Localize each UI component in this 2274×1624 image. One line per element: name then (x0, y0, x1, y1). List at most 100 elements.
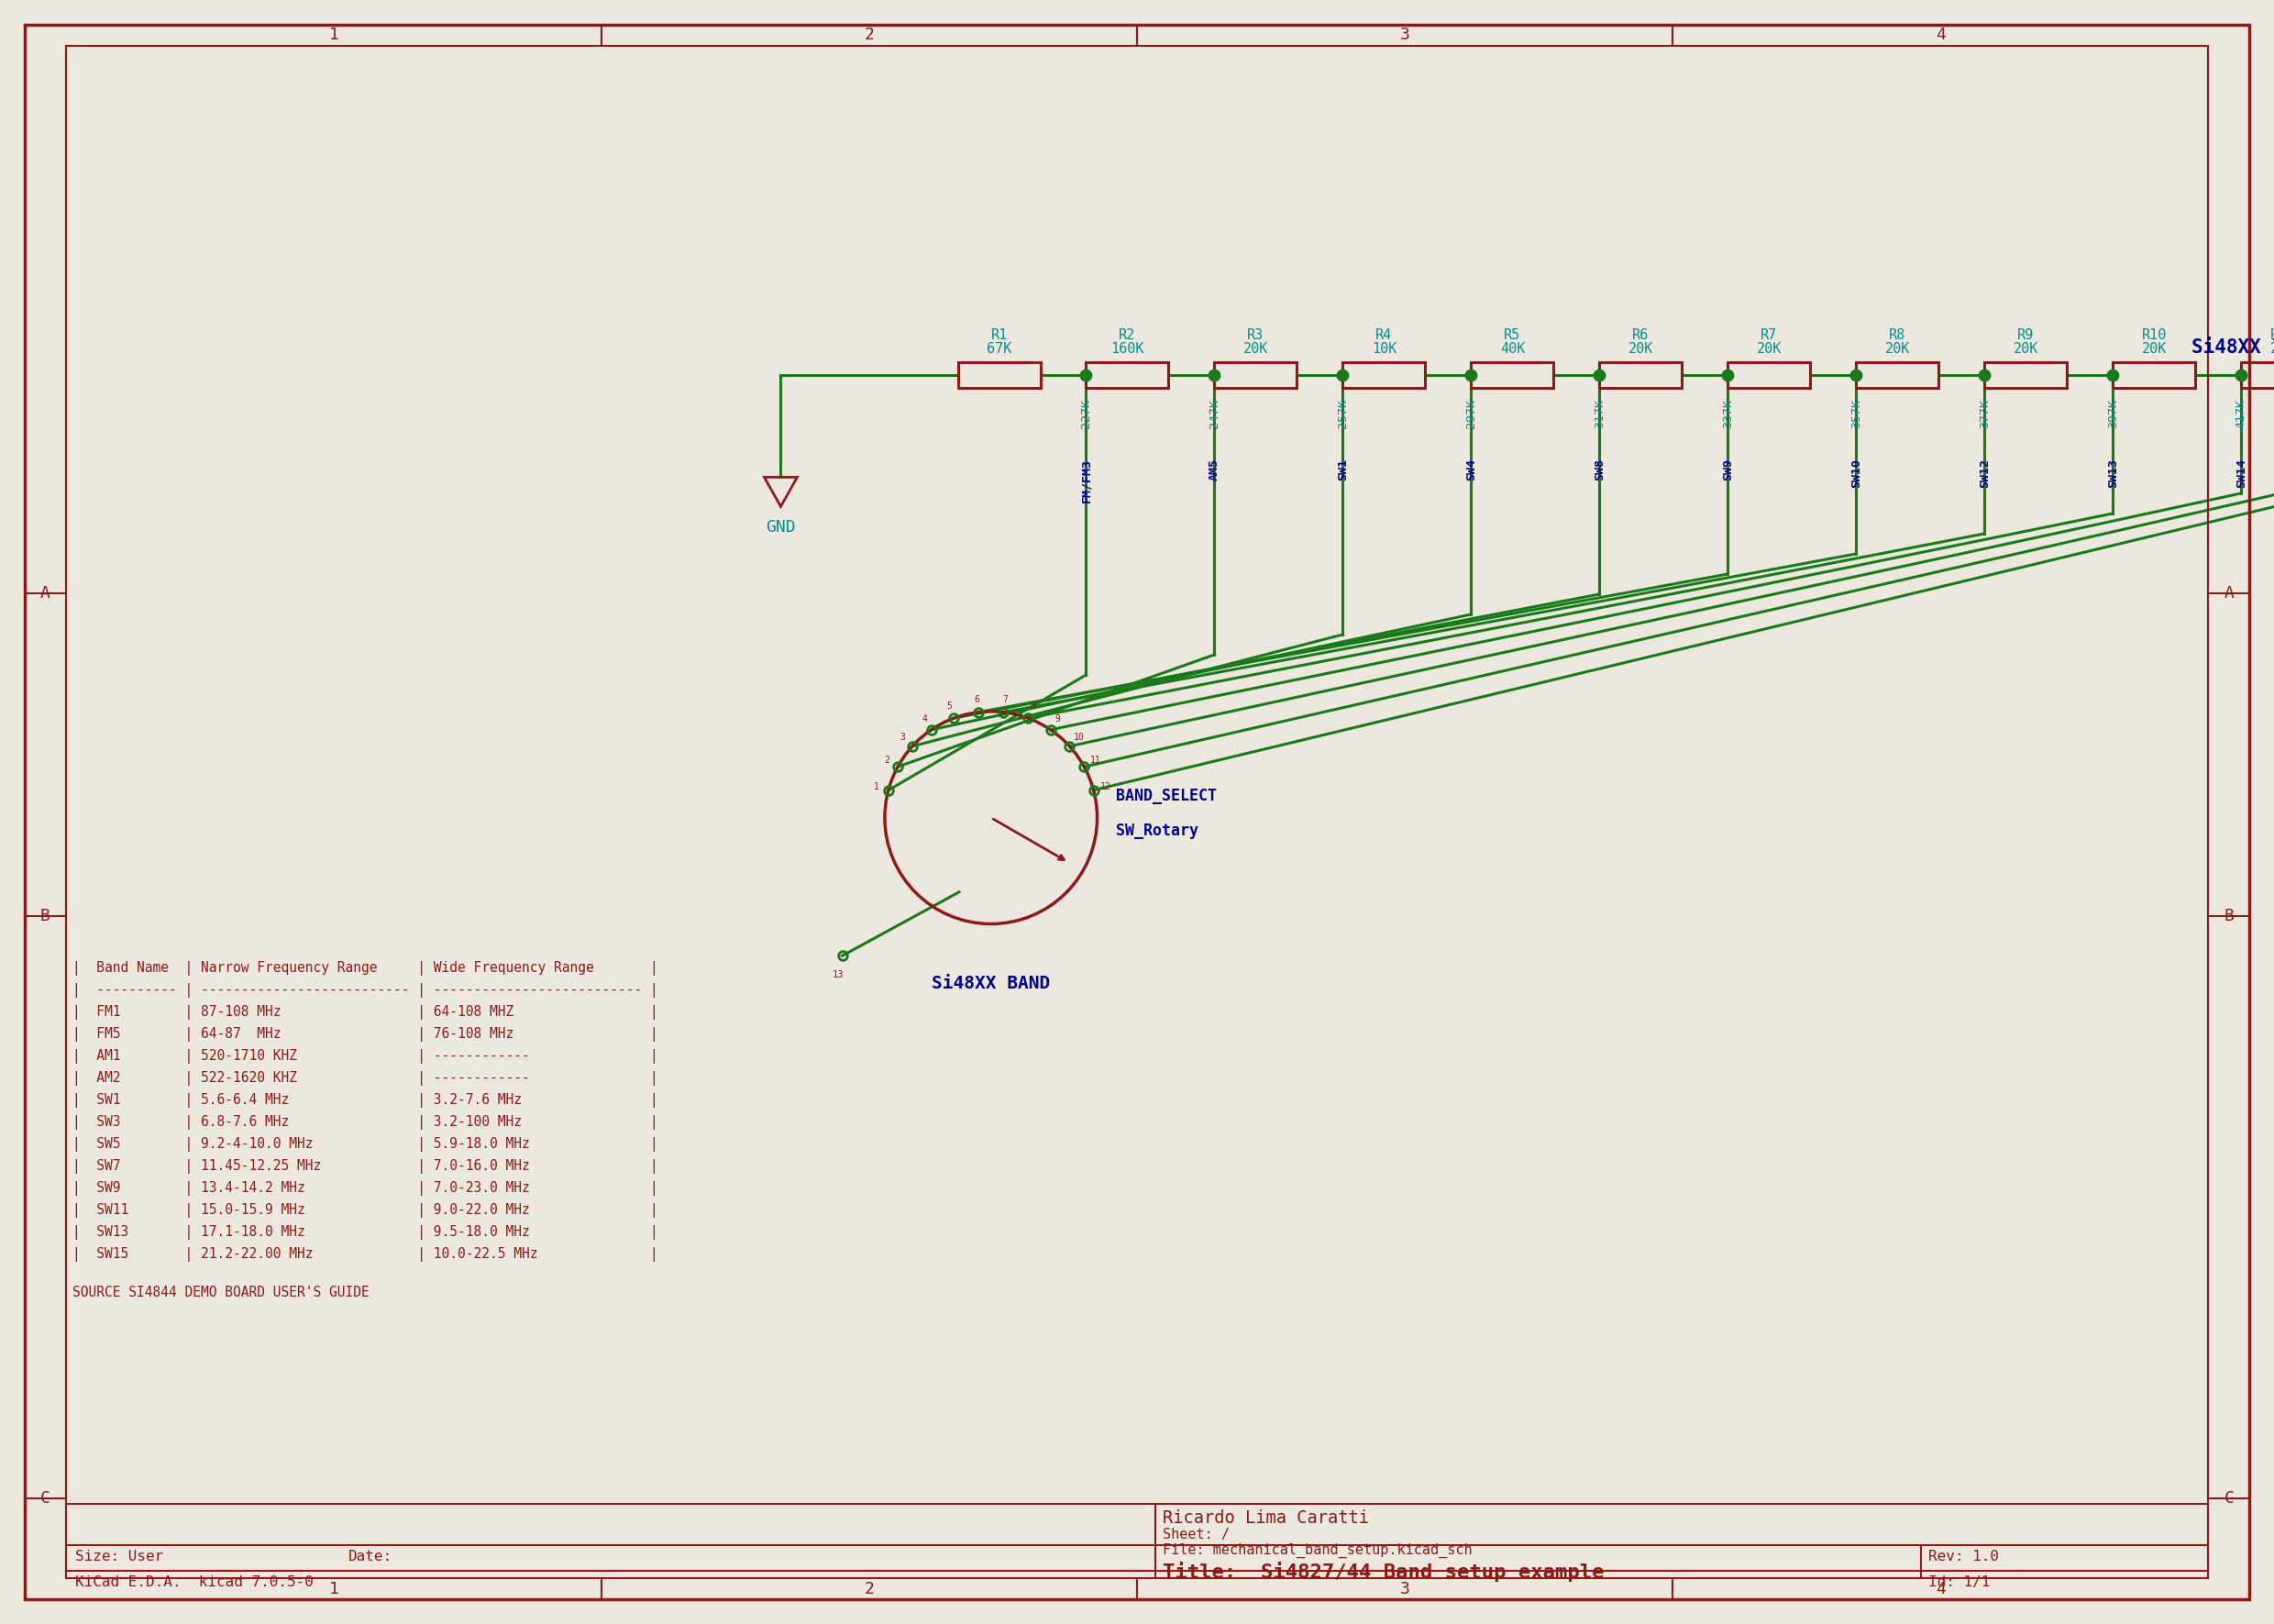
Text: GND: GND (766, 520, 796, 536)
Text: R10: R10 (2142, 328, 2167, 343)
Text: 12: 12 (1101, 783, 1112, 791)
Text: |  SW15       | 21.2-22.00 MHz             | 10.0-22.5 MHz              |: | SW15 | 21.2-22.00 MHz | 10.0-22.5 MHz … (73, 1247, 659, 1262)
Text: SW8: SW8 (1594, 458, 1605, 481)
Text: Si48XX BAND: Si48XX BAND (932, 974, 1051, 992)
Text: KiCad E.D.A.  kicad 7.0.5-0: KiCad E.D.A. kicad 7.0.5-0 (75, 1575, 314, 1590)
Text: 5: 5 (946, 702, 953, 711)
Text: 257K: 257K (1337, 400, 1348, 429)
Text: Ricardo Lima Caratti: Ricardo Lima Caratti (1162, 1509, 1369, 1527)
Text: SW1: SW1 (1337, 458, 1348, 481)
Text: |  FM1        | 87-108 MHz                 | 64-108 MHZ                 |: | FM1 | 87-108 MHz | 64-108 MHZ | (73, 1005, 659, 1020)
Text: 10: 10 (1073, 732, 1085, 742)
Text: 3: 3 (1401, 1580, 1410, 1598)
Text: B: B (2224, 908, 2233, 924)
Text: SOURCE SI4844 DEMO BOARD USER'S GUIDE: SOURCE SI4844 DEMO BOARD USER'S GUIDE (73, 1285, 368, 1299)
Text: 20K: 20K (2269, 343, 2274, 356)
Text: 417K: 417K (2235, 400, 2247, 429)
Bar (1471, 362, 1553, 388)
Text: Date:: Date: (348, 1549, 393, 1564)
Text: File: mechanical_band_setup.kicad_sch: File: mechanical_band_setup.kicad_sch (1162, 1543, 1471, 1557)
Text: |  SW3        | 6.8-7.6 MHz                | 3.2-100 MHz                |: | SW3 | 6.8-7.6 MHz | 3.2-100 MHz | (73, 1114, 659, 1129)
Text: R11: R11 (2269, 328, 2274, 343)
Bar (1856, 362, 1940, 388)
Text: 10K: 10K (1371, 343, 1396, 356)
Text: R5: R5 (1503, 328, 1521, 343)
Text: Sheet: /: Sheet: / (1162, 1528, 1230, 1541)
Text: A: A (41, 585, 50, 601)
Text: |  SW5        | 9.2-4-10.0 MHz             | 5.9-18.0 MHz               |: | SW5 | 9.2-4-10.0 MHz | 5.9-18.0 MHz | (73, 1137, 659, 1151)
Text: 2: 2 (864, 26, 873, 44)
Text: 1: 1 (330, 26, 339, 44)
Bar (1985, 362, 2067, 388)
Text: R6: R6 (1633, 328, 1649, 343)
Text: Rev: 1.0: Rev: 1.0 (1928, 1549, 1999, 1564)
Bar (1342, 362, 1426, 388)
Text: 7: 7 (1003, 695, 1007, 705)
Text: 160K: 160K (1110, 343, 1144, 356)
Text: 11: 11 (1089, 757, 1101, 765)
Text: 20K: 20K (1756, 343, 1781, 356)
Text: 337K: 337K (1721, 400, 1733, 429)
Text: C: C (2224, 1491, 2233, 1507)
Text: R1: R1 (991, 328, 1007, 343)
Text: 20K: 20K (1628, 343, 1653, 356)
Text: R3: R3 (1248, 328, 1264, 343)
Text: Size: User: Size: User (75, 1549, 164, 1564)
Text: R7: R7 (1760, 328, 1778, 343)
Bar (1087, 362, 1169, 388)
Text: |  SW7        | 11.45-12.25 MHz            | 7.0-16.0 MHz               |: | SW7 | 11.45-12.25 MHz | 7.0-16.0 MHz | (73, 1160, 659, 1174)
Text: 8: 8 (1030, 702, 1035, 711)
Text: R8: R8 (1890, 328, 1906, 343)
Text: B: B (41, 908, 50, 924)
Text: |  SW1        | 5.6-6.4 MHz                | 3.2-7.6 MHz                |: | SW1 | 5.6-6.4 MHz | 3.2-7.6 MHz | (73, 1093, 659, 1108)
Text: 20K: 20K (2142, 343, 2167, 356)
Text: SW12: SW12 (1978, 458, 1990, 487)
Bar (1728, 362, 1810, 388)
Text: 40K: 40K (1501, 343, 1526, 356)
Text: 4: 4 (1935, 1580, 1944, 1598)
Text: 357K: 357K (1851, 400, 1862, 429)
Text: 2: 2 (885, 757, 889, 765)
Text: |  ---------- | -------------------------- | -------------------------- |: | ---------- | -------------------------… (73, 983, 659, 997)
Text: 317K: 317K (1594, 400, 1605, 429)
Text: 13: 13 (832, 971, 844, 979)
Text: Id: 1/1: Id: 1/1 (1928, 1575, 1990, 1590)
Text: 297K: 297K (1464, 400, 1478, 429)
Text: 20K: 20K (1885, 343, 1910, 356)
Text: |  SW9        | 13.4-14.2 MHz              | 7.0-23.0 MHz               |: | SW9 | 13.4-14.2 MHz | 7.0-23.0 MHz | (73, 1181, 659, 1195)
Text: AM5: AM5 (1207, 458, 1221, 481)
Bar (1214, 362, 1296, 388)
Text: R9: R9 (2017, 328, 2035, 343)
Text: 4: 4 (1935, 26, 1944, 44)
Text: Si48XX TUNE1: Si48XX TUNE1 (2192, 338, 2274, 357)
Text: SW14: SW14 (2235, 458, 2247, 487)
Text: 397K: 397K (2108, 400, 2119, 429)
Text: C: C (41, 1491, 50, 1507)
Text: A: A (2224, 585, 2233, 601)
Text: 247K: 247K (1207, 400, 1221, 429)
Text: |  AM1        | 520-1710 KHZ               | ------------               |: | AM1 | 520-1710 KHZ | ------------ | (73, 1049, 659, 1064)
Text: 4: 4 (921, 715, 928, 724)
Text: R2: R2 (1119, 328, 1135, 343)
Text: |  FM5        | 64-87  MHz                 | 76-108 MHz                 |: | FM5 | 64-87 MHz | 76-108 MHz | (73, 1026, 659, 1041)
Text: SW_Rotary: SW_Rotary (1117, 822, 1198, 838)
Text: Title:  Si4827/44 Band setup example: Title: Si4827/44 Band setup example (1162, 1562, 1603, 1582)
Text: 227K: 227K (1080, 400, 1092, 429)
Text: 2: 2 (864, 1580, 873, 1598)
Bar (957, 362, 1039, 388)
Text: R4: R4 (1376, 328, 1392, 343)
Text: 20K: 20K (2012, 343, 2038, 356)
Text: 67K: 67K (987, 343, 1012, 356)
Bar (2113, 362, 2194, 388)
Text: |  AM2        | 522-1620 KHZ               | ------------               |: | AM2 | 522-1620 KHZ | ------------ | (73, 1070, 659, 1085)
Text: 3: 3 (901, 732, 905, 742)
Text: 3: 3 (1401, 26, 1410, 44)
Text: 1: 1 (873, 783, 878, 791)
Text: |  Band Name  | Narrow Frequency Range     | Wide Frequency Range       |: | Band Name | Narrow Frequency Range | W… (73, 961, 659, 976)
Text: 377K: 377K (1978, 400, 1990, 429)
Text: SW10: SW10 (1851, 458, 1862, 487)
Text: FM/FM3: FM/FM3 (1080, 458, 1092, 502)
Text: |  SW11       | 15.0-15.9 MHz              | 9.0-22.0 MHz               |: | SW11 | 15.0-15.9 MHz | 9.0-22.0 MHz | (73, 1203, 659, 1218)
Text: |  SW13       | 17.1-18.0 MHz              | 9.5-18.0 MHz               |: | SW13 | 17.1-18.0 MHz | 9.5-18.0 MHz | (73, 1224, 659, 1239)
Text: SW13: SW13 (2108, 458, 2119, 487)
